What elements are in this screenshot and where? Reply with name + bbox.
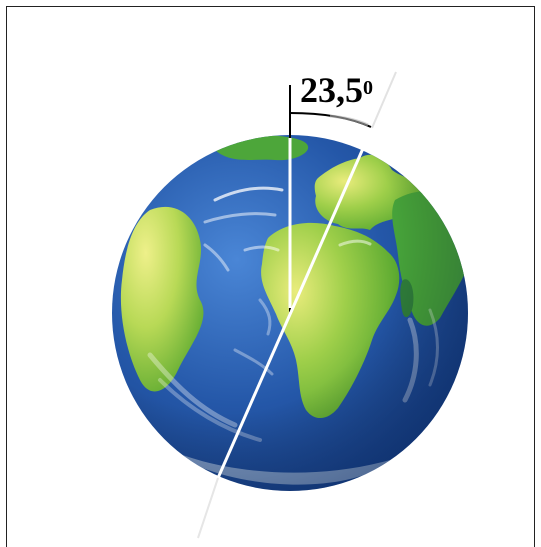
- angle-arc-hatch: [329, 114, 369, 127]
- tilted-axis-faint-bottom: [197, 477, 219, 539]
- tilt-angle-label: 23,50: [300, 72, 373, 108]
- tilted-axis-faint-top: [371, 71, 397, 129]
- earth-globe: [112, 135, 468, 491]
- tilt-angle-degree-symbol: 0: [363, 77, 373, 99]
- tilted-axis: [216, 127, 374, 479]
- tilt-angle-value: 23,5: [300, 70, 363, 110]
